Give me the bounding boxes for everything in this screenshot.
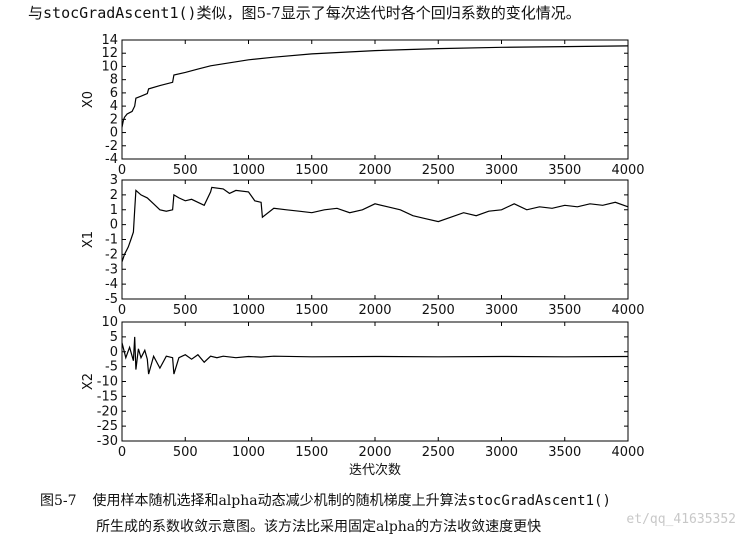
intro-sentence: 与stocGradAscent1()类似，图5-7显示了每次迭代时各个回归系数的… <box>28 2 581 23</box>
intro-prefix: 与 <box>28 4 44 22</box>
x-tick-label: 500 <box>173 163 198 178</box>
y-tick-label: 6 <box>110 86 118 101</box>
y-tick-label: 2 <box>110 188 118 203</box>
caption-line1-text: 使用样本随机选择和alpha动态减少机制的随机梯度上升算法 <box>92 493 468 509</box>
x-tick-label: 2000 <box>358 163 391 178</box>
x-tick-label: 0 <box>118 303 126 318</box>
caption-line-1: 图5-7 使用样本随机选择和alpha动态减少机制的随机梯度上升算法stocGr… <box>40 488 611 514</box>
x-tick-label: 500 <box>173 445 198 460</box>
x-tick-label: 0 <box>118 163 126 178</box>
plot-frame-2 <box>121 321 629 442</box>
y-tick-label: 12 <box>101 46 118 61</box>
series-line-X1 <box>121 186 629 262</box>
x-tick-label: 1500 <box>295 163 328 178</box>
x-tick-label: 2500 <box>422 163 455 178</box>
y-tick-label: -2 <box>105 247 118 262</box>
y-tick-label: 0 <box>110 345 118 360</box>
y-tick-label: -30 <box>97 434 118 449</box>
y-tick-label: -2 <box>105 139 118 154</box>
watermark: et/qq_41635352 <box>626 512 736 527</box>
y-tick-label: 3 <box>110 173 118 188</box>
y-tick-label: 14 <box>101 33 118 48</box>
y-tick-label: -5 <box>105 360 118 375</box>
x-tick-label: 2500 <box>422 445 455 460</box>
x-tick-label: 0 <box>118 445 126 460</box>
y-axis-label: X0 <box>81 91 96 108</box>
y-tick-label: -3 <box>105 262 118 277</box>
intro-suffix: 类似，图5-7显示了每次迭代时各个回归系数的变化情况。 <box>196 4 581 22</box>
y-tick-label: 5 <box>110 330 118 345</box>
y-tick-label: -1 <box>105 233 118 248</box>
x-tick-label: 4000 <box>611 163 644 178</box>
x-tick-label: 3500 <box>548 445 581 460</box>
series-line-X2 <box>121 336 629 375</box>
y-tick-label: -4 <box>105 277 118 292</box>
series-line-X0 <box>121 45 629 128</box>
figure-number: 图5-7 <box>40 493 77 509</box>
y-tick-label: 10 <box>101 315 118 330</box>
y-tick-label: 2 <box>110 112 118 127</box>
x-tick-label: 3000 <box>485 163 518 178</box>
x-tick-label: 2500 <box>422 303 455 318</box>
y-tick-label: -4 <box>105 152 118 167</box>
y-tick-label: 10 <box>101 59 118 74</box>
plot-frame-1 <box>121 179 629 300</box>
x-tick-label: 3000 <box>485 303 518 318</box>
x-tick-label: 1000 <box>232 303 265 318</box>
x-tick-label: 1000 <box>232 163 265 178</box>
y-axis-label: X1 <box>81 231 96 248</box>
x-tick-label: 3500 <box>548 163 581 178</box>
x-tick-label: 3500 <box>548 303 581 318</box>
y-tick-label: 4 <box>110 99 118 114</box>
x-tick-label: 4000 <box>611 303 644 318</box>
x-tick-label: 1000 <box>232 445 265 460</box>
y-tick-label: -5 <box>105 292 118 307</box>
x-tick-label: 2000 <box>358 303 391 318</box>
x-tick-label: 2000 <box>358 445 391 460</box>
x-tick-label: 1500 <box>295 445 328 460</box>
x-tick-label: 500 <box>173 303 198 318</box>
figure-caption: 图5-7 使用样本随机选择和alpha动态减少机制的随机梯度上升算法stocGr… <box>40 488 611 540</box>
y-tick-label: 0 <box>110 126 118 141</box>
y-tick-label: 0 <box>110 218 118 233</box>
plot-frame-0 <box>121 39 629 160</box>
y-tick-label: -10 <box>97 375 118 390</box>
caption-line-2: 所生成的系数收敛示意图。该方法比采用固定alpha的方法收敛速度更快 <box>96 519 542 535</box>
y-axis-label: X2 <box>81 373 96 390</box>
y-tick-label: -15 <box>97 389 118 404</box>
caption-function-name: stocGradAscent1() <box>467 493 611 509</box>
x-tick-label: 4000 <box>611 445 644 460</box>
x-tick-label: 3000 <box>485 445 518 460</box>
intro-function-name: stocGradAscent1() <box>43 4 197 22</box>
y-tick-label: 8 <box>110 73 118 88</box>
y-tick-label: 1 <box>110 203 118 218</box>
y-tick-label: -25 <box>97 419 118 434</box>
y-tick-label: -20 <box>97 404 118 419</box>
x-tick-label: 1500 <box>295 303 328 318</box>
x-axis-label: 迭代次数 <box>349 462 401 478</box>
